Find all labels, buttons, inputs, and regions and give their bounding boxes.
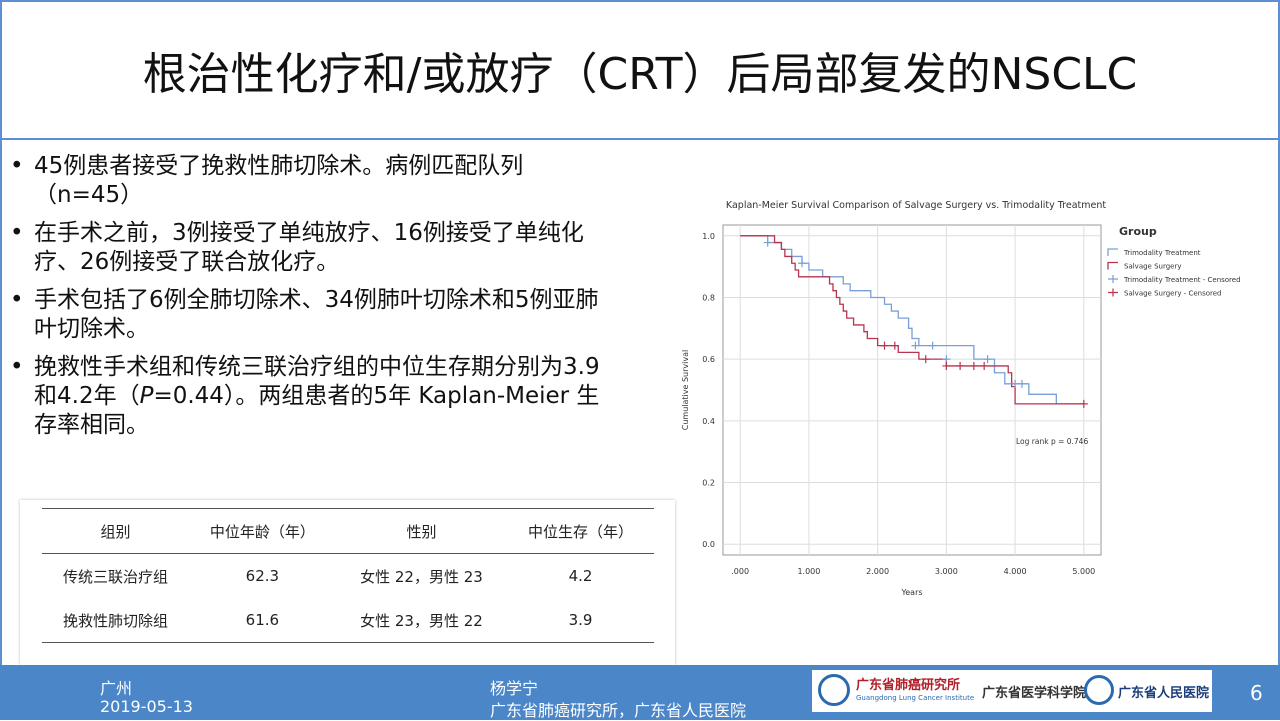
header-cell: 中位年龄（年） — [209, 522, 315, 541]
censor-mark — [942, 355, 951, 364]
legend-swatch — [1108, 275, 1118, 283]
city: 广州 — [100, 679, 133, 698]
header-cell: 组别 — [100, 522, 131, 541]
row: 传统三联治疗组 62.3 女性 22，男性 23 4.2 — [42, 554, 654, 599]
bullet-text: 挽救性手术组和传统三联治疗组的中位生存期分别为3.9和4.2年（ — [34, 354, 600, 409]
legend-title: Group — [1119, 225, 1157, 238]
slide-title: 根治性化疗和/或放疗（CRT）后局部复发的NSCLC — [0, 0, 1280, 140]
legend-swatch — [1107, 261, 1118, 270]
censor-mark — [1011, 379, 1020, 388]
affiliation: 广东省肺癌研究所，广东省人民医院 — [490, 701, 747, 720]
page-number: 6 — [1250, 681, 1263, 705]
y-tick-label: 0.0 — [702, 540, 715, 549]
logo-icon — [818, 674, 850, 706]
logo-text: 广东省医学科学院 — [982, 686, 1087, 701]
censor-mark — [928, 341, 937, 350]
censor-mark — [890, 341, 899, 350]
cell: 挽救性肺切除组 — [62, 611, 168, 630]
y-tick-label: 1.0 — [702, 232, 715, 241]
cell: 61.6 — [245, 611, 280, 629]
cell: 传统三联治疗组 — [62, 567, 168, 586]
censor-mark — [1079, 399, 1088, 408]
censor-mark — [983, 355, 992, 364]
km-chart: 0.0 0.2 0.4 0.6 0.8 1.0 .000 1.000 2.000 3.000 4.0… — [681, 200, 1241, 597]
censor-mark — [798, 259, 807, 268]
censor-mark — [969, 361, 978, 370]
logo-text: 广东省肺癌研究所 — [856, 678, 961, 693]
y-axis-label: Cumulative Survival — [681, 350, 690, 430]
bullet: 手术包括了6例全肺切除术、34例肺叶切除术和5例亚肺叶切除术。 — [8, 286, 608, 344]
x-tick-label: 1.000 — [797, 567, 820, 576]
censor-mark — [1017, 379, 1026, 388]
footer: 广州 2019-05-13 杨学宁 广东省肺癌研究所，广东省人民医院 6 广东省… — [0, 665, 1280, 720]
legend-swatch — [1107, 248, 1118, 256]
cell: 4.2 — [568, 567, 593, 585]
plot-area — [722, 224, 1102, 556]
bullet-list: 45例患者接受了挽救性肺切除术。病例匹配队列（n=45） 在手术之前，3例接受了单… — [8, 152, 608, 449]
x-tick-label: 4.000 — [1004, 567, 1027, 576]
censor-mark — [911, 341, 920, 350]
date: 2019-05-13 — [100, 697, 193, 716]
censor-mark — [763, 238, 772, 247]
frame — [0, 138, 1280, 665]
censor-mark — [880, 341, 889, 350]
censor-mark — [942, 361, 951, 370]
y-tick-label: 0.6 — [702, 355, 715, 364]
header-cell: 中位生存（年） — [528, 522, 634, 541]
table-image: 组别 中位年龄（年） 性别 中位生存（年） 传统三联治疗组 62.3 女性 22，男性 23… — [20, 500, 675, 665]
logo-text: Guangdong Lung Cancer Institute — [856, 694, 975, 702]
bullet: 45例患者接受了挽救性肺切除术。病例匹配队列（n=45） — [8, 152, 608, 210]
legend-entry: Trimodality Treatment - Censored — [1123, 276, 1241, 284]
cell: 62.3 — [245, 567, 280, 585]
x-tick-label: 3.000 — [935, 567, 958, 576]
header-row: 组别 中位年龄（年） 性别 中位生存（年） — [42, 508, 654, 554]
legend-swatch — [1108, 288, 1118, 297]
bullet-text: =0.44）。两组患者的5年 Kaplan-Meier 生存率相同。 — [34, 383, 600, 438]
legend-entry: Trimodality Treatment — [1123, 249, 1201, 257]
bullet-text: P — [139, 383, 154, 409]
chart-title: Kaplan-Meier Survival Comparison of Salv… — [726, 200, 1106, 211]
header-cell: 性别 — [406, 522, 437, 541]
legend-entry: Salvage Surgery — [1124, 263, 1182, 271]
cell: 3.9 — [568, 611, 593, 629]
logo-text: 广东省人民医院 — [1118, 686, 1210, 701]
logo-box: 广东省肺癌研究所 Guangdong Lung Cancer Institute… — [812, 670, 1212, 712]
cell: 女性 23，男性 22 — [360, 611, 483, 630]
bullet: 在手术之前，3例接受了单纯放疗、16例接受了单纯化疗、26例接受了联合放化疗。 — [8, 219, 608, 277]
row: 挽救性肺切除组 61.6 女性 23，男性 22 3.9 — [42, 598, 654, 643]
censor-mark — [921, 355, 930, 364]
y-tick-label: 0.4 — [702, 417, 715, 426]
x-axis-label: Years — [900, 588, 922, 597]
bullet: 挽救性手术组和传统三联治疗组的中位生存期分别为3.9和4.2年（P=0.44）。… — [8, 353, 608, 440]
legend-entry: Salvage Surgery - Censored — [1124, 290, 1222, 298]
censor-mark — [980, 361, 989, 370]
logo-icon — [1084, 675, 1114, 705]
annotation: Log rank p = 0.746 — [1016, 437, 1088, 446]
author: 杨学宁 — [490, 679, 539, 698]
cell: 女性 22，男性 23 — [360, 567, 483, 586]
x-tick-label: .000 — [731, 567, 749, 576]
y-tick-label: 0.2 — [702, 479, 715, 488]
survival-line — [740, 235, 1084, 405]
y-tick-label: 0.8 — [702, 293, 715, 302]
x-tick-label: 2.000 — [866, 567, 889, 576]
table: 组别 中位年龄（年） 性别 中位生存（年） 传统三联治疗组 62.3 女性 22，男性 23… — [42, 508, 654, 643]
censor-mark — [956, 361, 965, 370]
x-tick-label: 5.000 — [1072, 567, 1095, 576]
